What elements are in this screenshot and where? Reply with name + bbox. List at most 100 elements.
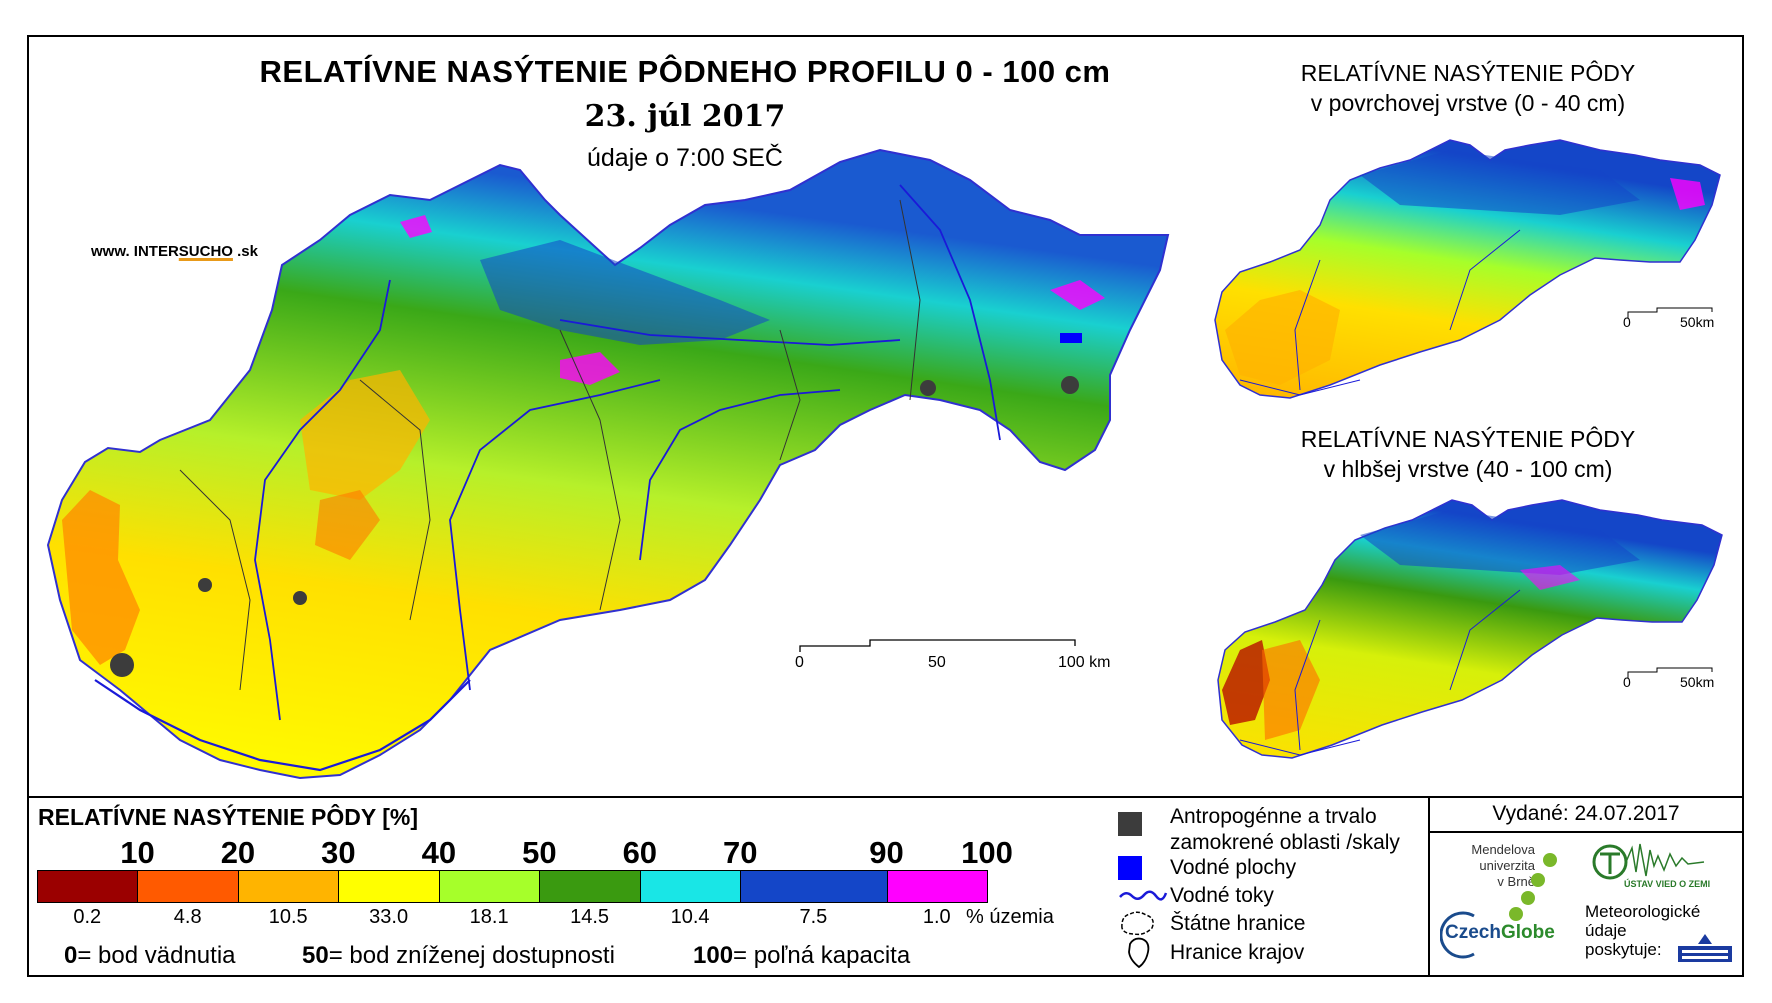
legend-color-segment [338,870,440,903]
legend-threshold-label: 10 [120,835,155,870]
region-border-label: Hranice krajov [1170,941,1305,964]
main-map-region-border [179,199,921,691]
legend-title: RELATÍVNE NASÝTENIE PÔDY [%] [38,804,418,830]
surface-scale-label-50: 50km [1680,314,1715,330]
legend-panel [27,796,1744,977]
deep-map [1217,499,1723,759]
shmu-logo-icon [1678,934,1732,962]
deep-map-wet-zone [1360,510,1640,575]
mendel-university-logo: Mendelova univerzita v Brně [1471,842,1535,889]
region-border-swatch [1128,937,1150,969]
water-body-label: Vodné plochy [1170,856,1297,879]
main-map-urban [110,653,134,677]
legend-color-segment [37,870,139,903]
deep-map-river [1239,589,1521,756]
main-map-water-body [1060,333,1082,343]
legend-color-segment [438,870,541,903]
main-map-wet-zone [1050,280,1105,310]
surface-map-river [1239,229,1521,396]
legend-note-wilting: 0= bod vädnutia [64,942,236,969]
surface-map [1214,139,1721,399]
anthropogenic-swatch [1118,812,1142,836]
legend-percent-value: 0.2 [73,906,102,928]
main-map-territory [46,148,1170,780]
deep-map-scale-bar [1627,667,1713,678]
main-map-wet-zone [560,352,620,385]
surface-map-title: RELATÍVNE NASÝTENIE PÔDY v povrchovej vr… [1300,60,1636,116]
czechglobe-arc-icon [1440,911,1475,959]
surface-map-scale-bar [1627,307,1713,318]
main-map-dry-zone [62,490,140,665]
main-map [46,148,1170,780]
main-map-river [899,184,1001,441]
deep-scale-label-0: 0 [1623,674,1631,690]
legend-percent-value: 1.0 [922,906,951,928]
legend-color-segment [137,870,239,903]
main-map-river [449,379,661,691]
main-map-wet-zone [400,215,432,238]
main-map-dry-zone [315,490,380,560]
legend-percent-value: 4.8 [173,906,202,928]
legend-percent-value: 7.5 [799,906,828,928]
main-scale-label-50: 50 [928,654,946,671]
issued-date: Vydané: 24.07.2017 [1492,802,1680,825]
legend-percent-value: 10.5 [268,906,308,928]
main-map-urban [920,380,936,396]
legend-color-segment [740,870,888,903]
mendel-dots-icon [1509,853,1557,921]
main-scale-label-0: 0 [795,654,804,671]
website-link[interactable]: www. INTERSUCHO .sk [91,243,258,260]
issued-divider [1430,831,1744,833]
legend-note-capacity: 100= poľná kapacita [693,942,911,969]
legend-percent-value: 10.4 [670,906,710,928]
legend-color-segment [886,870,988,903]
meteo-data-note: Meteorologické údaje poskytuje: [1585,902,1701,959]
main-map-urban [198,578,212,592]
legend-note-reduced: 50= bod zníženej dostupnosti [302,942,615,969]
anthropogenic-label: Antropogénne a trvalo zamokrené oblasti … [1170,805,1400,854]
legend-color-segment [539,870,641,903]
legend-threshold-label: 100 [961,835,1013,870]
legend-percent-value: 18.1 [469,906,509,928]
time-note: údaje o 7:00 SEČ [587,144,783,172]
deep-scale-label-50: 50km [1680,674,1715,690]
legend-threshold-label: 60 [622,835,658,870]
surface-map-dry-zone [1225,290,1340,385]
deep-map-dry-zone [1222,640,1270,725]
ustav-vied-o-zemi-logo [1592,843,1705,880]
legend-unit: % územia [966,906,1054,928]
water-body-swatch [1118,856,1142,880]
main-map-river [639,389,841,561]
main-map-river [559,319,901,346]
surface-scale-label-0: 0 [1623,314,1631,330]
main-map-river [254,279,391,721]
legend-threshold-label: 50 [522,835,557,870]
deep-map-wet-zone [1520,565,1580,590]
main-map-dry-zone [300,370,430,500]
main-scale-label-100: 100 km [1058,654,1111,671]
ustav-label: ÚSTAV VIED O ZEMI [1624,879,1711,889]
legend-color-segment [237,870,340,903]
main-map-urban [293,591,307,605]
czechglobe-logo: CzechGlobe [1445,922,1555,943]
river-swatch [1119,890,1168,901]
surface-map-wet-zone [1360,150,1640,215]
river-label: Vodné toky [1170,884,1274,907]
legend-color-segment [639,870,742,903]
deep-map-dry-zone [1262,640,1320,740]
legend-divider [1428,796,1430,977]
legend-threshold-label: 90 [869,835,904,870]
legend-threshold-label: 30 [321,835,356,870]
state-border-swatch [1121,911,1154,936]
main-map-wet-zone [480,240,770,345]
main-map-urban [1061,376,1079,394]
state-border-label: Štátne hranice [1170,912,1306,935]
main-map-river [94,679,471,772]
legend-threshold-label: 40 [421,835,457,870]
main-title: RELATÍVNE NASÝTENIE PÔDNEHO PROFILU 0 - … [259,54,1111,89]
legend-threshold-label: 70 [723,835,758,870]
legend-percent-value: 14.5 [570,906,610,928]
legend-percent-value: 33.0 [369,906,409,928]
main-scale-bar [799,639,1076,652]
